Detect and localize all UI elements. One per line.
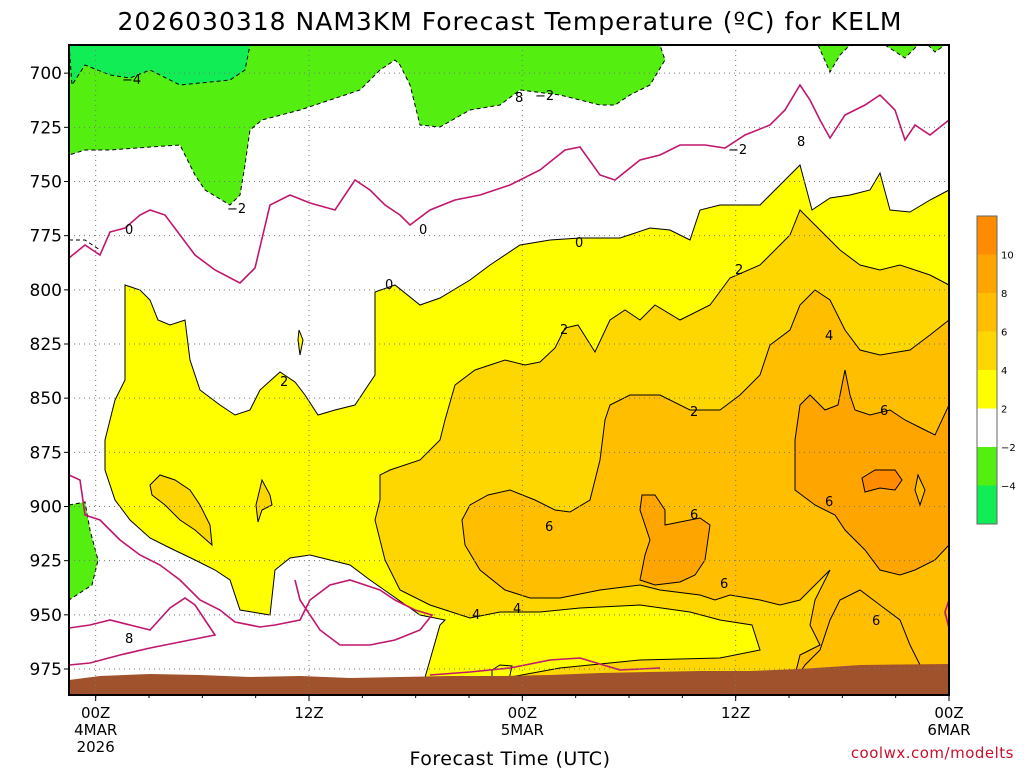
colorbar: 10 8 6 4 2 −2 −4 xyxy=(976,215,1016,525)
contour-label: 0 xyxy=(419,223,427,238)
region-plus4-small xyxy=(149,474,213,547)
plot-frame xyxy=(68,44,950,696)
colorbar-bin xyxy=(977,485,997,524)
colorbar-label: 4 xyxy=(1001,366,1007,377)
ground-surface xyxy=(69,664,949,695)
colorbar-bin xyxy=(977,293,997,332)
colorbar-label: 10 xyxy=(1001,251,1014,262)
colorbar-bin xyxy=(977,370,997,409)
plot-field xyxy=(69,45,949,695)
contour-label: 0 xyxy=(385,278,393,293)
y-tick-label: 700 xyxy=(30,64,62,84)
colorbar-label: −2 xyxy=(1001,443,1016,454)
x-axis-title: Forecast Time (UTC) xyxy=(410,748,611,768)
contour-label: 4 xyxy=(472,608,480,623)
contour-label: 8 xyxy=(797,135,805,150)
contour-label: −2 xyxy=(728,143,747,158)
y-tick-label: 900 xyxy=(30,498,62,518)
y-tick-label: 975 xyxy=(30,660,62,680)
freezing-line-right xyxy=(944,599,949,629)
y-tick-label: 750 xyxy=(30,173,62,193)
x-tick-label: 00Z xyxy=(81,704,110,722)
x-tick-label: 12Z xyxy=(294,704,323,722)
freezing-line-ground xyxy=(429,657,661,676)
colorbar-label: 6 xyxy=(1001,328,1007,339)
contour-label: −2 xyxy=(227,202,246,217)
x-tick-label: 2026 xyxy=(77,738,115,756)
region-plus6 xyxy=(461,289,949,695)
y-tick-label: 875 xyxy=(30,443,62,463)
colorbar-label: 8 xyxy=(1001,289,1007,300)
contour-label: 4 xyxy=(825,329,833,344)
freezing-line-bottom xyxy=(69,597,217,666)
contour-label: 2 xyxy=(690,405,698,420)
region-minus2-topright-2 xyxy=(884,45,919,59)
y-tick-label: 825 xyxy=(30,335,62,355)
contour-label: 8 xyxy=(515,91,523,106)
contour-label: 0 xyxy=(575,236,583,251)
region-plus10-right xyxy=(861,469,903,493)
y-tick-label: 950 xyxy=(30,606,62,626)
x-tick-label: 00Z xyxy=(508,704,537,722)
contour-dashed-1 xyxy=(69,239,101,251)
freezing-line-upper xyxy=(69,83,949,284)
contour-label: 6 xyxy=(825,495,833,510)
contour-label: 6 xyxy=(545,520,553,535)
region-minus2-topright-3 xyxy=(927,45,946,53)
credit-link[interactable]: coolwx.com/modelts xyxy=(851,744,1014,762)
colorbar-label: −4 xyxy=(1001,482,1016,493)
freezing-line-lower xyxy=(69,474,434,646)
x-tick-label: 12Z xyxy=(721,704,750,722)
colorbar-bin xyxy=(977,254,997,293)
chart-title: 2026030318 NAM3KM Forecast Temperature (… xyxy=(118,7,903,36)
contour-label: 6 xyxy=(690,508,698,523)
y-tick-label: 725 xyxy=(30,118,62,138)
region-minus2-topright xyxy=(817,45,851,74)
region-plus4-small-2 xyxy=(255,478,273,523)
contour-label: 6 xyxy=(880,404,888,419)
y-tick-label: 800 xyxy=(30,281,62,301)
x-tick-label: 00Z xyxy=(934,704,963,722)
contour-label: 4 xyxy=(513,602,521,617)
y-tick-label: 775 xyxy=(30,227,62,247)
contour-label: 6 xyxy=(872,614,880,629)
region-plus2-island-1 xyxy=(297,329,304,356)
x-tick-label: 4MAR xyxy=(74,721,117,739)
contour-label: 2 xyxy=(735,263,743,278)
contour-label: −2 xyxy=(535,89,554,104)
colorbar-bin xyxy=(977,447,997,486)
region-plus8-mid xyxy=(639,494,711,586)
contour-label: −4 xyxy=(122,73,141,88)
contour-label: 8 xyxy=(125,632,133,647)
contour-label: 6 xyxy=(720,577,728,592)
colorbar-label: 2 xyxy=(1001,405,1007,416)
region-minus2-lowerleft xyxy=(69,501,99,601)
y-tick-label: 850 xyxy=(30,389,62,409)
contour-labels: −4 −2 −2 −2 0 0 0 0 2 2 2 2 4 4 4 6 6 6 6 6 6 8 8 8 xyxy=(122,73,888,647)
colorbar-bin xyxy=(977,216,997,255)
colorbar-bin xyxy=(977,331,997,370)
region-minus2-upper xyxy=(69,45,666,206)
colorbar-frame xyxy=(976,215,998,525)
contour-label: 0 xyxy=(125,223,133,238)
x-tick-label: 5MAR xyxy=(501,721,544,739)
y-axis: 700 725 750 775 800 825 850 875 900 925 950 975 xyxy=(30,64,69,680)
region-plus8-right-island xyxy=(914,473,926,507)
contour-label: 2 xyxy=(560,323,568,338)
contour-label: 2 xyxy=(280,375,288,390)
region-minus4-upper xyxy=(69,45,251,87)
x-tick-label: 6MAR xyxy=(927,721,970,739)
colorbar-bin xyxy=(977,408,997,447)
y-tick-label: 925 xyxy=(30,552,62,572)
